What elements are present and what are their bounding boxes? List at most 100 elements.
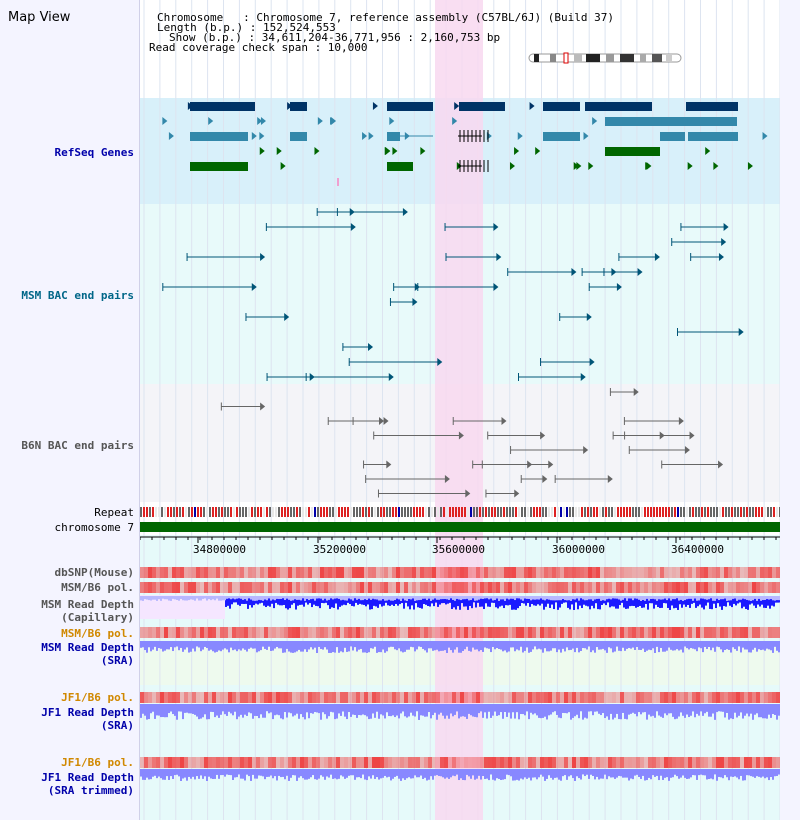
- msm-depth-sra: [722, 641, 724, 653]
- track-label-dbsnp[interactable]: dbSNP(Mouse): [54, 566, 134, 579]
- msm-depth-capillary: [543, 596, 545, 610]
- msm-depth-capillary: [369, 596, 371, 610]
- jf1-b6-pol-heat: [480, 692, 484, 703]
- msm-depth-capillary-low: [326, 596, 328, 601]
- msm-depth-capillary-low: [398, 596, 400, 600]
- dbsnp-heat: [324, 567, 328, 578]
- dbsnp-heat: [556, 567, 560, 578]
- jf1-depth-sra: [148, 704, 150, 720]
- msm-b6-pol-heat: [300, 582, 304, 593]
- dbsnp-heat: [292, 567, 296, 578]
- track-label-msm-read-depth-sra[interactable]: MSM Read Depth: [41, 641, 134, 654]
- refseq-gene-arrow: [747, 162, 753, 170]
- repeat-segment: [644, 507, 646, 517]
- repeat-segment: [206, 507, 208, 517]
- jf1-depth-sra: [158, 704, 160, 716]
- repeat-segment: [353, 507, 355, 517]
- jf1-depth-sra: [488, 704, 490, 712]
- msm-b6-pol-heat: [268, 582, 272, 593]
- msm-depth-capillary-low: [464, 596, 466, 600]
- track-label-jf1-b6-pol[interactable]: JF1/B6 pol.: [61, 691, 134, 704]
- jf1-b6-pol-heat: [160, 692, 164, 703]
- dbsnp-heat: [536, 567, 540, 578]
- msm-depth-capillary-low: [554, 596, 556, 601]
- repeat-segment: [662, 507, 664, 517]
- msm-depth-sra: [166, 641, 168, 650]
- track-label-refseq[interactable]: RefSeq Genes: [54, 146, 134, 159]
- msm-depth-capillary: [697, 596, 699, 607]
- track-label-msm-bac[interactable]: MSM BAC end pairs: [21, 289, 134, 302]
- b6n-bac-pair-arrow: [633, 388, 639, 396]
- repeat-segment: [461, 507, 463, 517]
- jf1-b6-pol-heat: [140, 692, 144, 703]
- jf1-depth-trimmed: [434, 769, 436, 776]
- b6n-bac-pair-arrow: [378, 417, 384, 425]
- track-label-repeat[interactable]: Repeat: [94, 506, 134, 519]
- jf1-b6-pol-heat: [244, 692, 248, 703]
- msm-depth-capillary-low: [468, 596, 470, 601]
- repeat-segment: [269, 507, 271, 517]
- refseq-gene: [459, 102, 505, 111]
- msm-depth-capillary-low: [532, 596, 534, 600]
- msm-depth-sra: [718, 641, 720, 648]
- msm-depth-sra: [316, 641, 318, 653]
- jf1-depth-trimmed: [504, 769, 506, 780]
- refseq-gene-arrow: [259, 132, 265, 140]
- track-label-msm-b6-pol-sra[interactable]: MSM/B6 pol.: [61, 627, 134, 640]
- msm-depth-capillary: [339, 596, 341, 607]
- jf1-depth-trimmed: [358, 769, 360, 778]
- jf1-b6-pol-2-heat: [364, 757, 368, 768]
- msm-depth-capillary-low: [236, 596, 238, 599]
- dbsnp-heat: [744, 567, 748, 578]
- track-label-msm-read-depth-capillary[interactable]: MSM Read Depth: [41, 598, 134, 611]
- msm-depth-capillary: [731, 596, 733, 608]
- b6n-bac-pair-arrow: [607, 475, 613, 483]
- msm-b6-pol-heat: [436, 582, 440, 593]
- jf1-depth-sra: [638, 704, 640, 713]
- refseq-gene-arrow: [230, 102, 236, 110]
- msm-b6-pol-sra-heat: [492, 627, 496, 638]
- msm-depth-capillary: [269, 596, 271, 607]
- msm-depth-sra: [672, 641, 674, 651]
- msm-depth-capillary-low: [422, 596, 424, 599]
- msm-depth-sra: [614, 641, 616, 652]
- msm-depth-capillary: [341, 596, 343, 606]
- track-label-b6n-bac[interactable]: B6N BAC end pairs: [21, 439, 134, 452]
- track-label-jf1-read-depth-trimmed[interactable]: JF1 Read Depth: [41, 771, 134, 784]
- jf1-depth-trimmed: [346, 769, 348, 778]
- refseq-gene: [686, 102, 738, 111]
- msm-b6-pol-sra-heat: [768, 627, 772, 638]
- msm-depth-sra: [422, 641, 424, 649]
- msm-b6-pol-heat: [504, 582, 508, 593]
- msm-b6-pol-sra-heat: [620, 627, 624, 638]
- dbsnp-heat: [380, 567, 384, 578]
- repeat-segment: [455, 507, 457, 517]
- msm-b6-pol-heat: [456, 582, 460, 593]
- msm-b6-pol-sra-heat: [516, 627, 520, 638]
- msm-depth-sra: [594, 641, 596, 653]
- jf1-depth-trimmed: [648, 769, 650, 778]
- repeat-segment: [143, 507, 145, 517]
- jf1-depth-trimmed: [530, 769, 532, 781]
- track-label-msm-b6-pol[interactable]: MSM/B6 pol.: [61, 581, 134, 594]
- repeat-segment: [392, 507, 394, 517]
- msm-depth-capillary-low: [590, 596, 592, 600]
- track-label-chromosome[interactable]: chromosome 7: [54, 521, 134, 534]
- jf1-b6-pol-heat: [456, 692, 460, 703]
- chromosome-ideogram[interactable]: [528, 52, 684, 64]
- msm-depth-sra: [324, 641, 326, 648]
- jf1-depth-sra: [314, 704, 316, 713]
- map-plot-area[interactable]: [139, 0, 781, 820]
- track-label-jf1-read-depth-sra[interactable]: JF1 Read Depth: [41, 706, 134, 719]
- msm-b6-pol-sra-heat: [296, 627, 300, 638]
- msm-depth-sra: [542, 641, 544, 653]
- msm-b6-pol-heat: [140, 582, 144, 593]
- msm-b6-pol-heat: [676, 582, 680, 593]
- jf1-depth-trimmed: [758, 769, 760, 777]
- jf1-depth-sra: [228, 704, 230, 712]
- msm-depth-sra: [490, 641, 492, 653]
- track-label-jf1-b6-pol-2[interactable]: JF1/B6 pol.: [61, 756, 134, 769]
- msm-b6-pol-heat: [472, 582, 476, 593]
- repeat-segment: [458, 507, 460, 517]
- jf1-depth-trimmed: [750, 769, 752, 777]
